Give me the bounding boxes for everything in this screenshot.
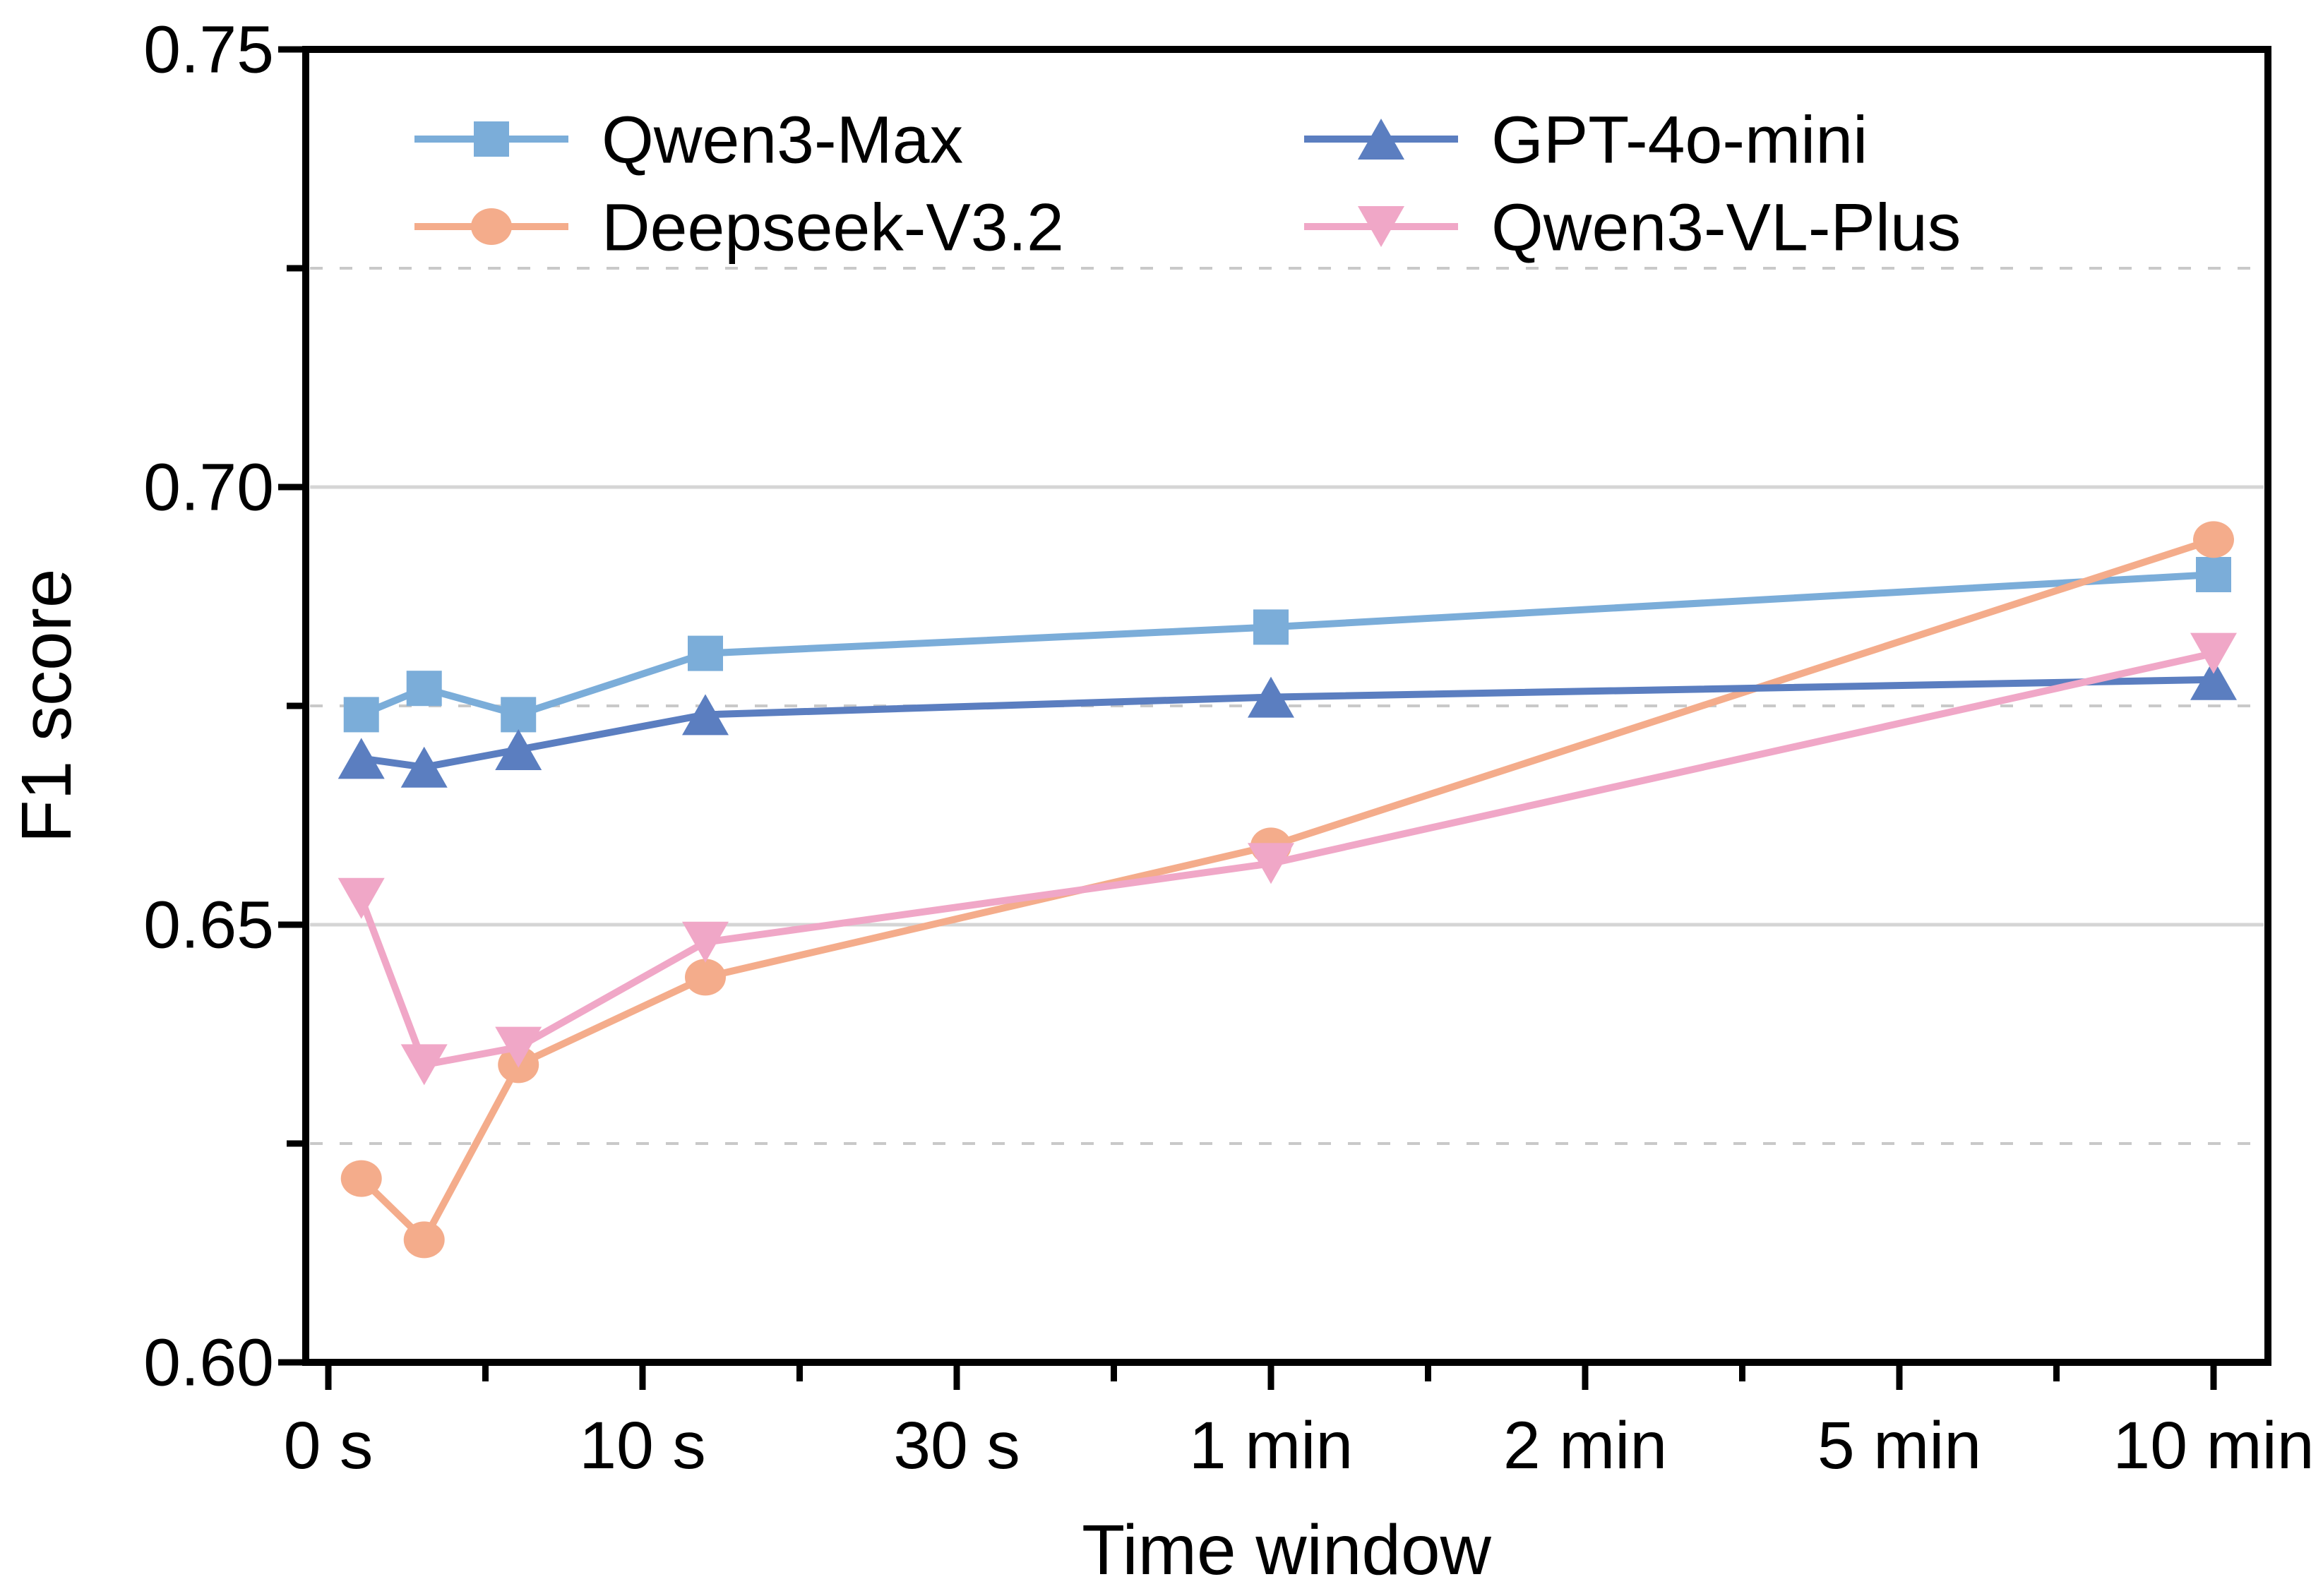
series-line-gpt-4o-mini (361, 676, 2214, 771)
gridlines (310, 267, 2264, 1145)
series-qwen3-max (343, 557, 2231, 733)
data-marker-qwen3-max (343, 697, 379, 733)
data-marker-gpt-4o-mini (682, 694, 729, 736)
y-axis-title: F1 score (7, 568, 86, 843)
data-marker-qwen3-vl-plus (495, 1026, 542, 1068)
legend-label-qwen3-vl-plus: Qwen3-VL-Plus (1491, 190, 1961, 265)
data-marker-gpt-4o-mini (338, 738, 385, 779)
legend-swatch-qwen3-max (474, 121, 509, 157)
x-tick-label: 0 s (284, 1408, 374, 1483)
data-marker-qwen3-vl-plus (1248, 843, 1294, 884)
data-marker-deepseek-v3.2 (403, 1221, 445, 1259)
data-marker-qwen3-vl-plus (2190, 632, 2237, 674)
legend-entry-gpt-4o-mini: GPT-4o-mini (1304, 102, 1868, 177)
legend-swatch-deepseek-v3.2 (471, 208, 512, 245)
legend-label-gpt-4o-mini: GPT-4o-mini (1491, 102, 1868, 177)
y-axis: 0.60 0.65 0.70 0.75 (143, 12, 302, 1400)
legend-label-qwen3-max: Qwen3-Max (602, 102, 963, 177)
series-line-qwen3-vl-plus (358, 649, 2215, 1069)
series-gpt-4o-mini (338, 659, 2237, 788)
data-marker-qwen3-vl-plus (682, 921, 729, 963)
data-marker-qwen3-max (688, 635, 723, 671)
x-tick-label: 10 s (579, 1408, 706, 1483)
data-marker-deepseek-v3.2 (340, 1160, 382, 1197)
series-qwen3-vl-plus (338, 632, 2237, 1086)
data-marker-gpt-4o-mini (1248, 676, 1294, 718)
legend-label-deepseek-v3.2: Deepseek-V3.2 (602, 190, 1064, 265)
x-tick-label: 10 min (2113, 1408, 2311, 1483)
data-marker-deepseek-v3.2 (2193, 521, 2234, 558)
x-tick-label: 5 min (1817, 1408, 1981, 1483)
data-marker-deepseek-v3.2 (685, 959, 726, 996)
data-marker-gpt-4o-mini (400, 746, 448, 788)
data-marker-qwen3-vl-plus (400, 1044, 448, 1086)
legend-entry-qwen3-vl-plus: Qwen3-VL-Plus (1304, 190, 1961, 265)
data-marker-qwen3-max (501, 697, 537, 733)
y-tick-label: 0.60 (143, 1325, 274, 1400)
legend-swatch-qwen3-vl-plus (1358, 206, 1404, 247)
x-axis: 0 s 10 s 30 s 1 min 2 min 5 min 10 min (284, 1366, 2311, 1483)
legend-swatch-gpt-4o-mini (1358, 119, 1404, 160)
x-tick-label: 2 min (1503, 1408, 1667, 1483)
series-deepseek-v3.2 (340, 521, 2234, 1259)
data-marker-qwen3-max (2196, 557, 2231, 592)
data-marker-qwen3-vl-plus (338, 877, 385, 919)
x-tick-label: 1 min (1189, 1408, 1353, 1483)
data-marker-qwen3-max (406, 671, 442, 707)
legend: Qwen3-Max Deepseek-V3.2 GPT-4o-mini Qwen3-V… (414, 102, 1961, 265)
y-tick-label: 0.65 (143, 887, 274, 962)
x-axis-title: Time window (1082, 1511, 1492, 1590)
legend-entry-deepseek-v3.2: Deepseek-V3.2 (414, 190, 1064, 265)
plot-frame (302, 46, 2271, 1366)
data-marker-qwen3-max (1253, 609, 1289, 645)
x-tick-label: 30 s (893, 1408, 1020, 1483)
y-tick-label: 0.75 (143, 12, 274, 87)
data-marker-gpt-4o-mini (2190, 659, 2237, 700)
data-marker-gpt-4o-mini (495, 729, 542, 770)
y-tick-label: 0.70 (143, 450, 274, 524)
legend-entry-qwen3-max: Qwen3-Max (414, 102, 963, 177)
